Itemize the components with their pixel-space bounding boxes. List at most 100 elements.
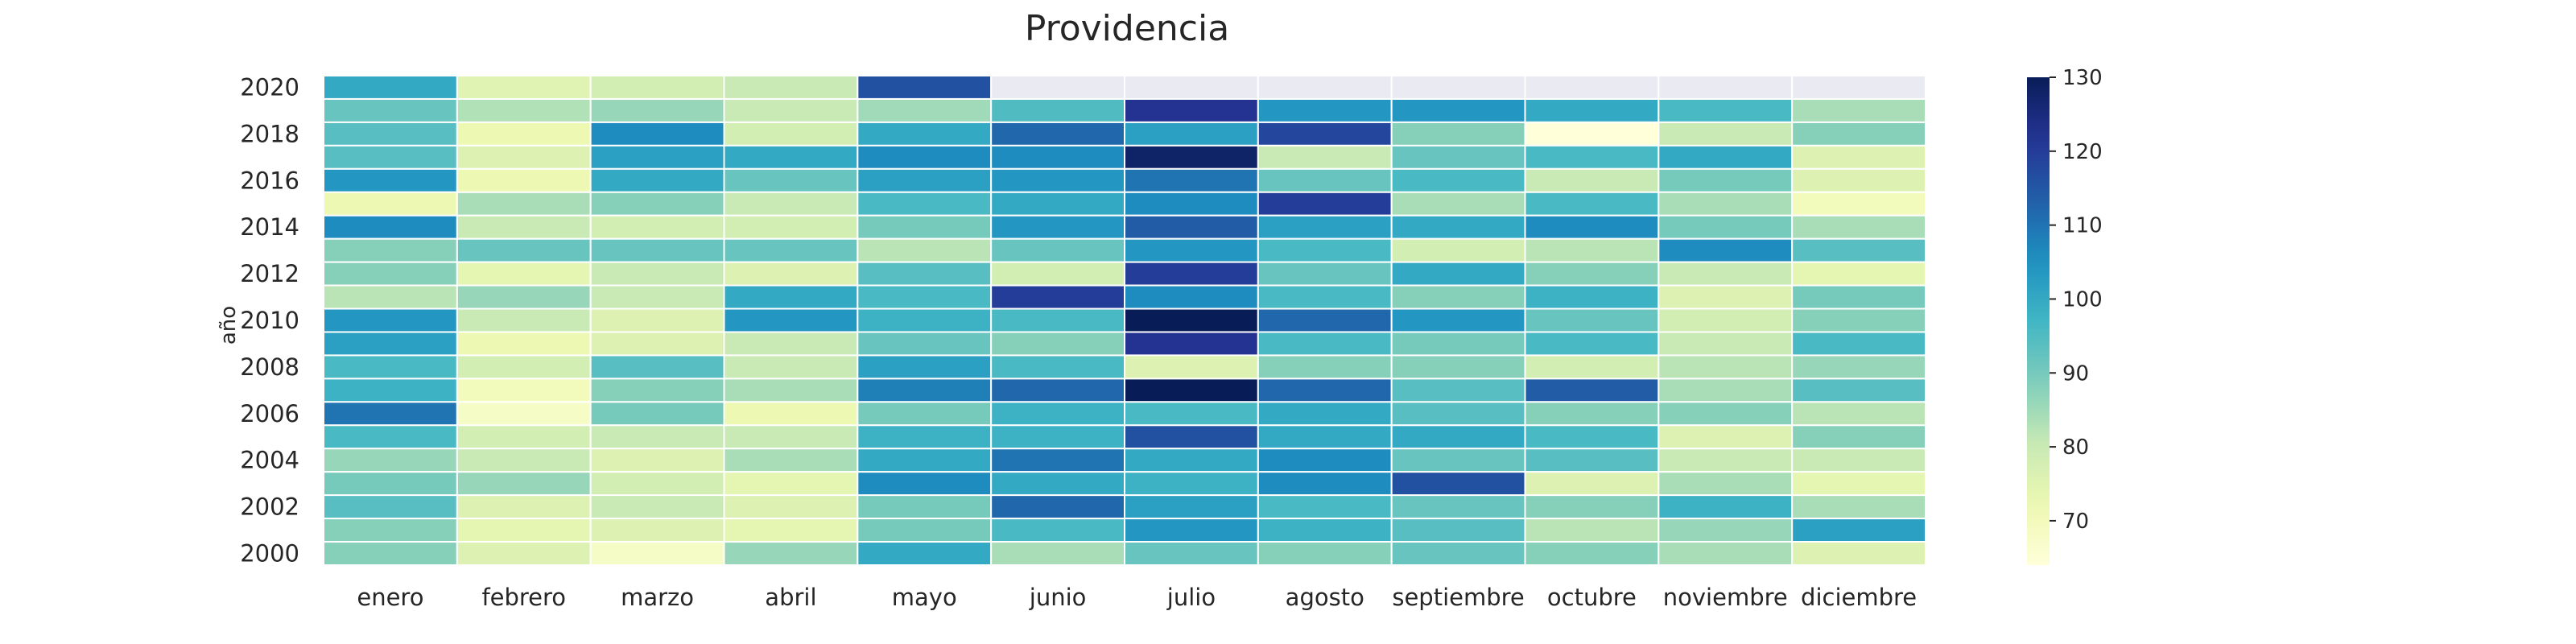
heatmap-cell xyxy=(1257,541,1393,566)
y-tick-label: 2012 xyxy=(240,260,299,287)
heatmap-cell xyxy=(589,261,725,287)
heatmap-cell xyxy=(1524,214,1660,240)
heatmap-cell xyxy=(1124,354,1259,380)
heatmap-cell xyxy=(1124,75,1259,100)
heatmap-cell xyxy=(1124,237,1259,263)
colorbar-tick-label: 100 xyxy=(2062,287,2103,312)
heatmap-cell xyxy=(723,261,859,287)
heatmap-cell xyxy=(589,401,725,427)
heatmap-cell xyxy=(1524,97,1660,123)
heatmap-cell xyxy=(723,191,859,217)
heatmap-cell xyxy=(1124,191,1259,217)
heatmap-cell xyxy=(723,308,859,333)
heatmap-cell xyxy=(1390,237,1526,263)
heatmap-cell xyxy=(1390,191,1526,217)
heatmap-cell xyxy=(990,378,1125,403)
heatmap-cell xyxy=(723,378,859,403)
heatmap-cell xyxy=(323,261,458,287)
x-tick-label: noviembre xyxy=(1663,584,1788,611)
heatmap-cell xyxy=(1657,214,1794,240)
heatmap-cell xyxy=(1524,494,1660,520)
heatmap-cell xyxy=(456,448,592,473)
heatmap-cell xyxy=(857,308,993,333)
heatmap-cell xyxy=(589,284,725,310)
heatmap-cell xyxy=(990,121,1125,147)
y-tick-label: 2008 xyxy=(240,353,299,381)
heatmap-cell xyxy=(1390,494,1526,520)
heatmap-cell xyxy=(1657,308,1794,333)
heatmap-cell xyxy=(456,494,592,520)
heatmap-cell xyxy=(323,401,458,427)
heatmap-cell xyxy=(456,144,592,170)
heatmap-cell xyxy=(723,121,859,147)
x-tick-label: diciembre xyxy=(1801,584,1917,611)
heatmap-cell xyxy=(1657,448,1794,473)
heatmap-cell xyxy=(990,97,1125,123)
heatmap-cell xyxy=(589,121,725,147)
heatmap-cell xyxy=(1257,378,1393,403)
heatmap-cell xyxy=(589,518,725,543)
heatmap-cell xyxy=(857,424,993,450)
heatmap-cell xyxy=(1657,354,1794,380)
heatmap-cell xyxy=(723,167,859,193)
heatmap-cell xyxy=(723,75,859,100)
heatmap-cell xyxy=(990,424,1125,450)
heatmap-cell xyxy=(1390,354,1526,380)
heatmap-cell xyxy=(1524,261,1660,287)
heatmap-cell xyxy=(1390,75,1526,100)
heatmap-cell xyxy=(723,494,859,520)
heatmap-cell xyxy=(323,284,458,310)
heatmap-cell xyxy=(1124,448,1259,473)
heatmap-cell xyxy=(857,75,993,100)
heatmap-cell xyxy=(1390,424,1526,450)
heatmap-cell xyxy=(1791,494,1927,520)
x-tick-label: agosto xyxy=(1286,584,1364,611)
heatmap-cell xyxy=(1791,191,1927,217)
heatmap-cell xyxy=(456,75,592,100)
heatmap-cell xyxy=(1390,448,1526,473)
colorbar-tick-label: 70 xyxy=(2062,510,2089,534)
heatmap-cell xyxy=(323,471,458,497)
heatmap-cell xyxy=(323,121,458,147)
x-tick-label: enero xyxy=(357,584,423,611)
heatmap-cell xyxy=(1524,424,1660,450)
heatmap-cell xyxy=(990,191,1125,217)
heatmap-cell xyxy=(1390,214,1526,240)
heatmap-cell xyxy=(857,144,993,170)
heatmap-cell xyxy=(1390,471,1526,497)
heatmap-cell xyxy=(1657,518,1794,543)
heatmap-cell xyxy=(456,354,592,380)
heatmap-cell xyxy=(1791,378,1927,403)
heatmap-cell xyxy=(1257,518,1393,543)
heatmap-cell xyxy=(456,401,592,427)
heatmap-cell xyxy=(1657,541,1794,566)
x-tick-label: julio xyxy=(1166,584,1216,611)
heatmap-cell xyxy=(323,97,458,123)
heatmap-cell xyxy=(990,354,1125,380)
heatmap-cells xyxy=(323,75,1927,566)
heatmap-cell xyxy=(1791,541,1927,566)
heatmap-cell xyxy=(990,308,1125,333)
heatmap-cell xyxy=(1657,191,1794,217)
heatmap-cell xyxy=(1390,261,1526,287)
heatmap-cell xyxy=(1791,75,1927,100)
heatmap-cell xyxy=(323,144,458,170)
chart-title: Providencia xyxy=(1025,8,1229,49)
y-tick-label: 2000 xyxy=(240,540,299,568)
heatmap-cell xyxy=(1390,97,1526,123)
heatmap-cell xyxy=(990,401,1125,427)
heatmap-cell xyxy=(456,331,592,357)
heatmap-cell xyxy=(1791,261,1927,287)
heatmap-cell xyxy=(456,214,592,240)
heatmap-cell xyxy=(990,261,1125,287)
heatmap-cell xyxy=(1257,401,1393,427)
heatmap-cell xyxy=(990,518,1125,543)
heatmap-cell xyxy=(857,518,993,543)
heatmap-cell xyxy=(1257,471,1393,497)
heatmap-cell xyxy=(1791,401,1927,427)
heatmap-cell xyxy=(456,97,592,123)
heatmap-cell xyxy=(1524,471,1660,497)
heatmap-cell xyxy=(1524,284,1660,310)
heatmap-cell xyxy=(323,448,458,473)
heatmap-cell xyxy=(1124,97,1259,123)
